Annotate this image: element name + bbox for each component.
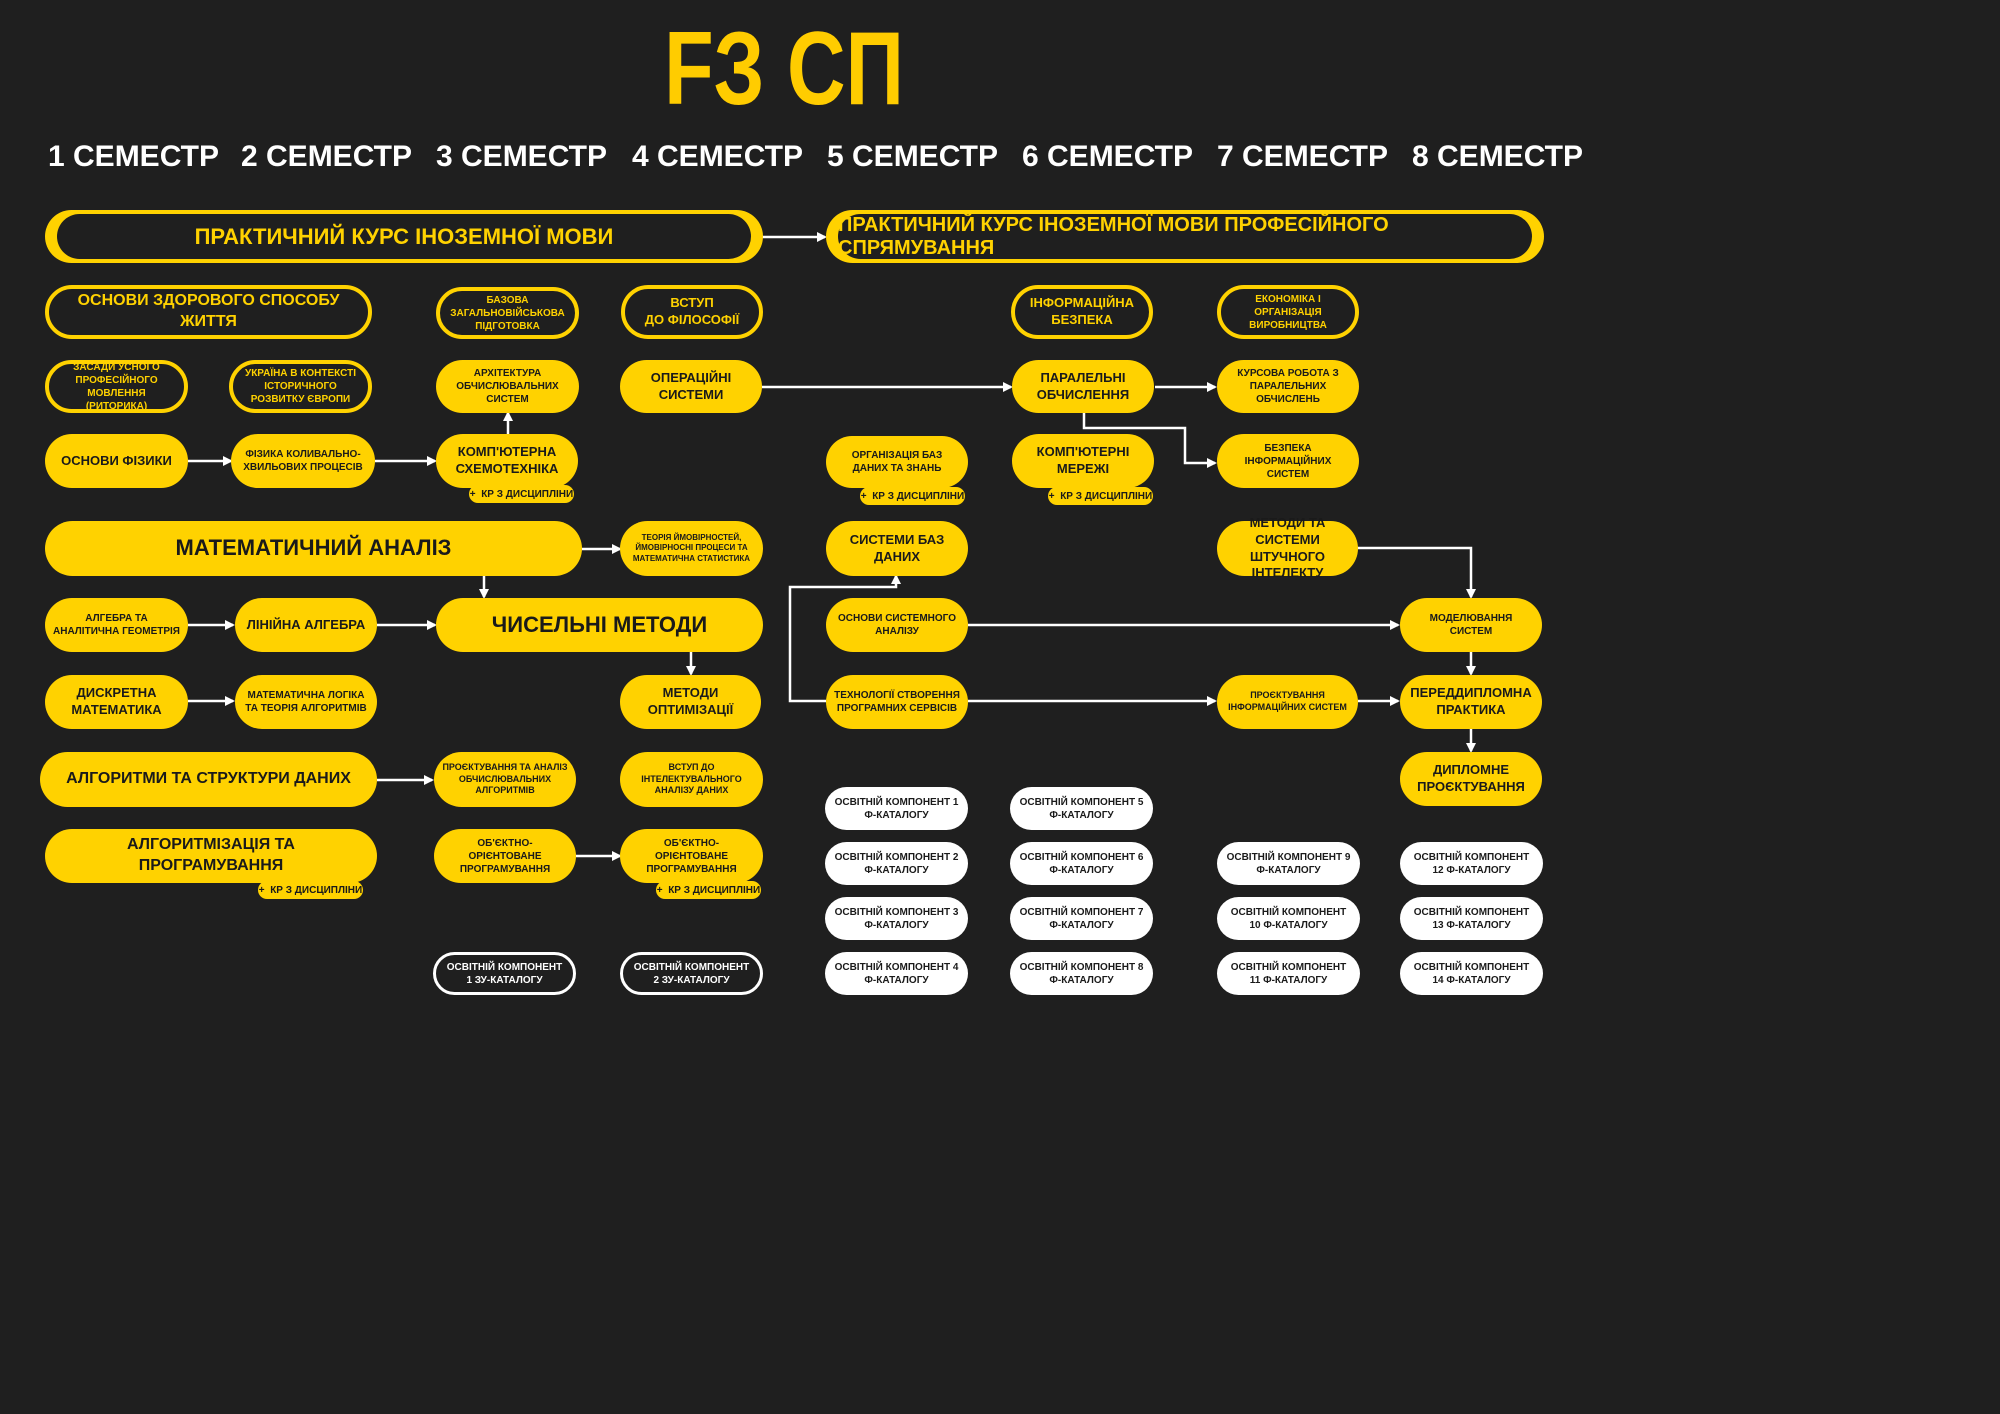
semester-7-header: 7 СЕМЕСТР <box>1217 140 1388 173</box>
ukraine-europe-node[interactable]: УКРАЇНА В КОНТЕКСТІ ІСТОРИЧНОГО РОЗВИТКУ… <box>229 360 372 413</box>
f-catalog-item[interactable]: ОСВІТНІЙ КОМПОНЕНТ 10 Ф-КАТАЛОГУ <box>1217 897 1360 940</box>
semester-3-header: 3 СЕМЕСТР <box>436 140 607 173</box>
foreign-language-prof-label: ПРАКТИЧНИЙ КУРС ІНОЗЕМНОЇ МОВИ ПРОФЕСІЙН… <box>838 214 1532 259</box>
system-analysis-node[interactable]: ОСНОВИ СИСТЕМНОГО АНАЛІЗУ <box>826 598 968 652</box>
plus-icon: + <box>258 884 265 896</box>
f-catalog-item[interactable]: ОСВІТНІЙ КОМПОНЕНТ 3 Ф-КАТАЛОГУ <box>825 897 968 940</box>
semester-4-header: 4 СЕМЕСТР <box>632 140 803 173</box>
f-catalog-item[interactable]: ОСВІТНІЙ КОМПОНЕНТ 14 Ф-КАТАЛОГУ <box>1400 952 1543 995</box>
philosophy-node[interactable]: ВСТУП ДО ФІЛОСОФІЇ <box>621 285 763 339</box>
kr-label: КР З ДИСЦИПЛІНИ <box>1060 490 1153 502</box>
f-catalog-item[interactable]: ОСВІТНІЙ КОМПОНЕНТ 4 Ф-КАТАЛОГУ <box>825 952 968 995</box>
math-analysis-node[interactable]: МАТЕМАТИЧНИЙ АНАЛІЗ <box>45 521 582 576</box>
philosophy-line-1: ВСТУП <box>670 295 714 311</box>
foreign-language-prof-band[interactable]: ПРАКТИЧНИЙ КУРС ІНОЗЕМНОЇ МОВИ ПРОФЕСІЙН… <box>826 210 1544 263</box>
f-catalog-item[interactable]: ОСВІТНІЙ КОМПОНЕНТ 7 Ф-КАТАЛОГУ <box>1010 897 1153 940</box>
parallel-coursework-node[interactable]: КУРСОВА РОБОТА З ПАРАЛЕЛЬНИХ ОБЧИСЛЕНЬ <box>1217 360 1359 413</box>
economics-node[interactable]: ЕКОНОМІКА І ОРГАНІЗАЦІЯ ВИРОБНИЦТВА <box>1217 285 1359 339</box>
f-catalog-item[interactable]: ОСВІТНІЙ КОМПОНЕНТ 13 Ф-КАТАЛОГУ <box>1400 897 1543 940</box>
curriculum-diagram: FЗ СП 1 СЕМЕСТР 2 СЕМЕСТР 3 СЕМЕСТР 4 СЕ… <box>40 11 1583 995</box>
rhetoric-node[interactable]: ЗАСАДИ УСНОГО ПРОФЕСІЙНОГО МОВЛЕННЯ (РИТ… <box>45 360 188 413</box>
semester-8-header: 8 СЕМЕСТР <box>1412 140 1583 173</box>
edge-parallel-security <box>1082 413 1217 468</box>
networks-node[interactable]: КОМП'ЮТЕРНІ МЕРЕЖІ <box>1012 434 1154 488</box>
philosophy-line-2: ДО ФІЛОСОФІЇ <box>644 312 740 327</box>
math-logic-node[interactable]: МАТЕМАТИЧНА ЛОГІКА ТА ТЕОРІЯ АЛГОРИТМІВ <box>235 675 377 729</box>
discrete-math-node[interactable]: ДИСКРЕТНА МАТЕМАТИКА <box>45 675 188 729</box>
healthy-life-node[interactable]: ОСНОВИ ЗДОРОВОГО СПОСОБУ ЖИТТЯ <box>45 285 372 339</box>
connector-layer <box>188 232 1476 861</box>
ai-methods-node[interactable]: МЕТОДИ ТА СИСТЕМИ ШТУЧНОГО ІНТЕЛЕКТУ <box>1217 515 1358 580</box>
plus-icon: + <box>1048 490 1055 502</box>
info-systems-security-node[interactable]: БЕЗПЕКА ІНФОРМАЦІЙНИХ СИСТЕМ <box>1217 434 1359 488</box>
diploma-node[interactable]: ДИПЛОМНЕ ПРОЄКТУВАННЯ <box>1400 752 1542 806</box>
numerical-methods-node[interactable]: ЧИСЕЛЬНІ МЕТОДИ <box>436 598 763 652</box>
f-catalog-item[interactable]: ОСВІТНІЙ КОМПОНЕНТ 11 Ф-КАТАЛОГУ <box>1217 952 1360 995</box>
probability-node[interactable]: ТЕОРІЯ ЙМОВІРНОСТЕЙ, ЙМОВІРНОСНІ ПРОЦЕСИ… <box>620 521 763 576</box>
military-training-node[interactable]: БАЗОВА ЗАГАЛЬНОВІЙСЬКОВА ПІДГОТОВКА <box>436 287 579 339</box>
knowledge-db-coursework-badge[interactable]: + КР З ДИСЦИПЛІНИ <box>860 487 965 505</box>
physics-basics-node[interactable]: ОСНОВИ ФІЗИКИ <box>45 434 188 488</box>
software-services-node[interactable]: ТЕХНОЛОГІЇ СТВОРЕННЯ ПРОГРАМНИХ СЕРВІСІВ <box>826 675 968 729</box>
parallel-computing-node[interactable]: ПАРАЛЕЛЬНІ ОБЧИСЛЕННЯ <box>1012 360 1154 413</box>
linear-algebra-node[interactable]: ЛІНІЙНА АЛГЕБРА <box>235 598 377 652</box>
oop-1-node[interactable]: ОБ'ЄКТНО-ОРІЄНТОВАНЕ ПРОГРАМУВАННЯ <box>434 829 576 883</box>
algorithm-design-node[interactable]: ПРОЄКТУВАННЯ ТА АНАЛІЗ ОБЧИСЛЮВАЛЬНИХ АЛ… <box>434 752 576 807</box>
plus-icon: + <box>860 490 867 502</box>
plus-icon: + <box>469 488 476 500</box>
info-security-node[interactable]: ІНФОРМАЦІЙНА БЕЗПЕКА <box>1011 285 1153 339</box>
kr-label: КР З ДИСЦИПЛІНИ <box>270 884 363 896</box>
kr-label: КР З ДИСЦИПЛІНИ <box>481 488 574 500</box>
plus-icon: + <box>656 884 663 896</box>
circuitry-coursework-badge[interactable]: + КР З ДИСЦИПЛІНИ <box>469 485 574 503</box>
semester-2-header: 2 СЕМЕСТР <box>241 140 412 173</box>
pre-diploma-node[interactable]: ПЕРЕДДИПЛОМНА ПРАКТИКА <box>1400 675 1542 729</box>
wave-physics-node[interactable]: ФІЗИКА КОЛИВАЛЬНО-ХВИЛЬОВИХ ПРОЦЕСІВ <box>231 434 375 488</box>
db-systems-node[interactable]: СИСТЕМИ БАЗ ДАНИХ <box>826 521 968 576</box>
semester-6-header: 6 СЕМЕСТР <box>1022 140 1193 173</box>
architecture-node[interactable]: АРХІТЕКТУРА ОБЧИСЛЮВАЛЬНИХ СИСТЕМ <box>436 360 579 413</box>
algorithms-ds-node[interactable]: АЛГОРИТМИ ТА СТРУКТУРИ ДАНИХ <box>40 752 377 807</box>
f-catalog-item[interactable]: ОСВІТНІЙ КОМПОНЕНТ 1 Ф-КАТАЛОГУ <box>825 787 968 830</box>
kr-label: КР З ДИСЦИПЛІНИ <box>668 884 761 896</box>
foreign-language-band[interactable]: ПРАКТИЧНИЙ КУРС ІНОЗЕМНОЇ МОВИ <box>45 210 763 263</box>
f-catalog-item[interactable]: ОСВІТНІЙ КОМПОНЕНТ 8 Ф-КАТАЛОГУ <box>1010 952 1153 995</box>
optimization-node[interactable]: МЕТОДИ ОПТИМІЗАЦІЇ <box>620 675 761 729</box>
oop-2-node[interactable]: ОБ'ЄКТНО-ОРІЄНТОВАНЕ ПРОГРАМУВАННЯ <box>620 829 763 883</box>
is-design-node[interactable]: ПРОЄКТУВАННЯ ІНФОРМАЦІЙНИХ СИСТЕМ <box>1217 675 1358 729</box>
f-catalog-item[interactable]: ОСВІТНІЙ КОМПОНЕНТ 2 Ф-КАТАЛОГУ <box>825 842 968 885</box>
f-catalog-item[interactable]: ОСВІТНІЙ КОМПОНЕНТ 6 Ф-КАТАЛОГУ <box>1010 842 1153 885</box>
page-title: FЗ СП <box>664 11 904 127</box>
algebra-geometry-node[interactable]: АЛГЕБРА ТА АНАЛІТИЧНА ГЕОМЕТРІЯ <box>45 598 188 652</box>
semester-1-header: 1 СЕМЕСТР <box>48 140 219 173</box>
zu-catalog-item[interactable]: ОСВІТНІЙ КОМПОНЕНТ 1 ЗУ-КАТАЛОГУ <box>433 952 576 995</box>
os-node[interactable]: ОПЕРАЦІЙНІ СИСТЕМИ <box>620 360 762 413</box>
foreign-language-label: ПРАКТИЧНИЙ КУРС ІНОЗЕМНОЇ МОВИ <box>57 214 751 259</box>
f-catalog-item[interactable]: ОСВІТНІЙ КОМПОНЕНТ 9 Ф-КАТАЛОГУ <box>1217 842 1360 885</box>
edge-ai-modeling <box>1357 546 1476 599</box>
networks-coursework-badge[interactable]: + КР З ДИСЦИПЛІНИ <box>1048 487 1153 505</box>
semester-5-header: 5 СЕМЕСТР <box>827 140 998 173</box>
modeling-node[interactable]: МОДЕЛЮВАННЯ СИСТЕМ <box>1400 598 1542 652</box>
knowledge-db-node[interactable]: ОРГАНІЗАЦІЯ БАЗ ДАНИХ ТА ЗНАНЬ <box>826 436 968 488</box>
f-catalog-item[interactable]: ОСВІТНІЙ КОМПОНЕНТ 5 Ф-КАТАЛОГУ <box>1010 787 1153 830</box>
data-mining-node[interactable]: ВСТУП ДО ІНТЕЛЕКТУВАЛЬНОГО АНАЛІЗУ ДАНИХ <box>620 752 763 807</box>
zu-catalog-item[interactable]: ОСВІТНІЙ КОМПОНЕНТ 2 ЗУ-КАТАЛОГУ <box>620 952 763 995</box>
programming-node[interactable]: АЛГОРИТМІЗАЦІЯ ТА ПРОГРАМУВАННЯ <box>45 829 377 883</box>
kr-label: КР З ДИСЦИПЛІНИ <box>872 490 965 502</box>
circuitry-node[interactable]: КОМП'ЮТЕРНА СХЕМОТЕХНІКА <box>436 434 578 488</box>
f-catalog-item[interactable]: ОСВІТНІЙ КОМПОНЕНТ 12 Ф-КАТАЛОГУ <box>1400 842 1543 885</box>
programming-coursework-badge[interactable]: + КР З ДИСЦИПЛІНИ <box>258 881 363 899</box>
edge-services-databases <box>788 574 901 703</box>
oop-coursework-badge[interactable]: + КР З ДИСЦИПЛІНИ <box>656 881 761 899</box>
